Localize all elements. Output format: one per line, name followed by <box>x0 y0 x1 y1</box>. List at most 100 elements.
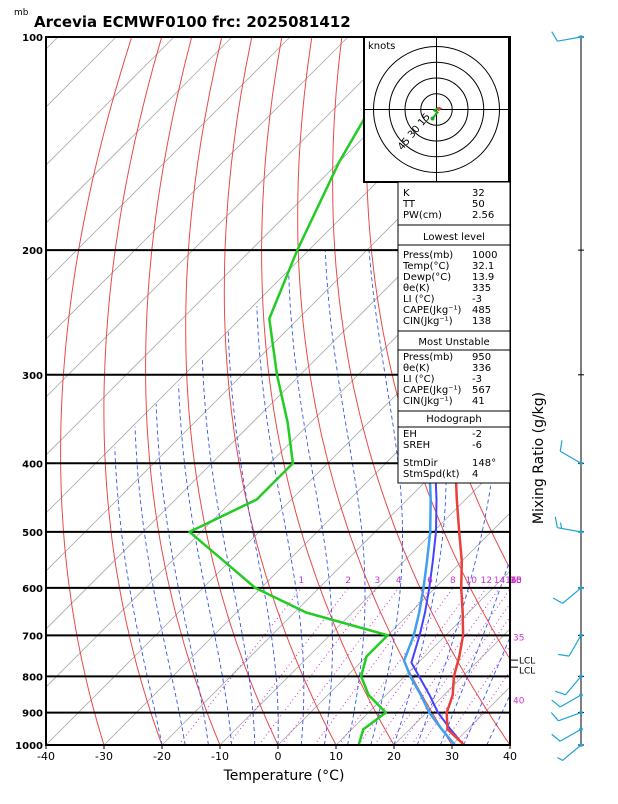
isotherm-line <box>46 280 510 745</box>
isotherm-line <box>335 570 510 745</box>
isotherm-line <box>46 37 233 224</box>
dry-adiabat-line <box>332 37 510 745</box>
wind-barb-base <box>579 530 583 534</box>
index-value: 4 <box>472 469 478 480</box>
index-section-box <box>397 410 511 484</box>
wind-barb-staff <box>559 694 582 708</box>
pressure-tick-label: 700 <box>22 631 43 642</box>
hodograph-trace <box>436 106 443 112</box>
wind-barb-staff <box>559 450 582 464</box>
x-tick-label: 30 <box>445 750 459 763</box>
index-label: StmSpd(kt) <box>403 469 460 480</box>
index-label: Dewp(°C) <box>403 272 451 283</box>
moist-adiabat-line <box>256 306 305 745</box>
mixing-ratio-label: 12 <box>481 576 492 586</box>
wind-barb-feather <box>554 516 558 528</box>
dry-adiabat-line <box>522 37 618 745</box>
mixing-ratio-line <box>227 587 349 745</box>
index-section-box <box>397 224 511 332</box>
chart-title: Arcevia ECMWF0100 frc: 2025081412 <box>34 13 351 31</box>
wind-barb-staff <box>565 676 582 696</box>
mixing-ratio-label: 30 <box>510 576 522 586</box>
index-value: 1000 <box>472 250 497 261</box>
mixing-ratio-label: 6 <box>427 576 433 586</box>
index-label: EH <box>403 429 417 440</box>
hodograph-panel-title: Hodograph <box>426 414 481 425</box>
dry-adiabat-line <box>612 37 618 745</box>
mixing-ratio-line <box>258 587 378 745</box>
index-value: 50 <box>472 199 485 210</box>
wind-barb-staff <box>558 712 582 722</box>
index-label: Press(mb) <box>403 352 453 363</box>
lcl-label: LCL <box>519 667 535 677</box>
pressure-tick-label: 100 <box>22 33 43 44</box>
isotherm-line <box>46 37 349 340</box>
moist-adiabat-line <box>178 384 233 745</box>
pressure-tick-label: 300 <box>22 371 43 382</box>
x-tick-label: -10 <box>211 750 229 763</box>
index-value: 41 <box>472 396 485 407</box>
hodograph-storm-motion <box>430 116 435 121</box>
index-value: -6 <box>472 440 482 451</box>
wind-barb-staff <box>557 527 582 533</box>
wind-barb-feather <box>552 597 563 604</box>
index-value: 950 <box>472 352 491 363</box>
index-section-box <box>397 330 511 412</box>
lcl-label: LCL <box>519 657 535 667</box>
lowest-level-title: Lowest level <box>423 232 485 243</box>
wind-barb-base <box>579 633 583 638</box>
index-label: CIN(Jkg⁻¹) <box>403 396 453 407</box>
pressure-tick-label: 800 <box>22 672 43 683</box>
wind-barb-feather <box>554 690 566 696</box>
hodograph-unit-label: knots <box>368 41 395 52</box>
pressure-unit-label: mb <box>14 8 29 18</box>
wind-barb-base <box>579 743 583 747</box>
moist-adiabat-line <box>368 250 403 745</box>
dry-adiabat-line <box>103 37 163 745</box>
pressure-tick-label: 400 <box>22 459 43 470</box>
index-section-box <box>397 181 511 226</box>
wind-barb-feather <box>551 733 561 742</box>
wind-barb-base <box>579 586 583 590</box>
index-value: -3 <box>472 374 482 385</box>
mixing-ratio-label: 20 <box>510 576 522 586</box>
wind-barb-staff <box>557 36 582 42</box>
wind-barb-feather <box>559 440 563 452</box>
index-value: 567 <box>472 385 491 396</box>
index-label: SREH <box>403 440 430 451</box>
mixing-ratio-label: 14 <box>494 576 506 586</box>
index-value: -3 <box>472 294 482 305</box>
index-value: 336 <box>472 363 491 374</box>
mixing-ratio-line <box>387 587 500 745</box>
index-value: 32 <box>472 188 485 199</box>
mixing-ratio-label: 2 <box>345 576 351 586</box>
wind-barb-staff <box>568 635 582 657</box>
mixing-ratio-label: 25 <box>510 576 521 586</box>
isotherm-line <box>46 222 510 688</box>
isotherm-line <box>46 37 175 166</box>
mixing-ratio-label: 4 <box>396 576 402 586</box>
index-label: PW(cm) <box>403 210 442 221</box>
index-label: K <box>403 188 410 199</box>
index-label: LI (°C) <box>403 374 435 385</box>
mixing-ratio-label: 8 <box>450 576 456 586</box>
wind-barb-staff <box>562 744 582 761</box>
isotherm-line <box>46 37 117 108</box>
isotherm-line <box>46 164 510 630</box>
dry-adiabat-line <box>582 37 618 745</box>
x-tick-label: 40 <box>503 750 517 763</box>
x-tick-label: -30 <box>95 750 113 763</box>
index-value: 13.9 <box>472 272 494 283</box>
moist-adiabat-line <box>201 358 256 745</box>
mixing-ratio-label: 1 <box>299 576 305 586</box>
x-tick-label: 0 <box>275 750 282 763</box>
wind-barb-feather <box>558 653 570 657</box>
dry-adiabat-line <box>145 37 221 745</box>
dewpoint-line <box>188 37 413 745</box>
isotherm-line <box>509 744 510 745</box>
index-label: θe(K) <box>403 363 430 374</box>
mixing-ratio-label: 3 <box>375 576 381 586</box>
isotherm-line <box>161 396 510 745</box>
wind-barb-base <box>579 461 583 466</box>
